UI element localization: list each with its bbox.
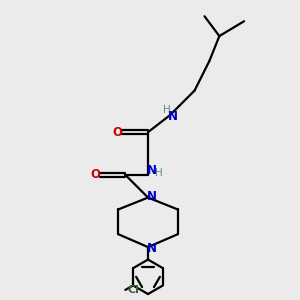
Text: H: H (154, 168, 162, 178)
Text: Cl: Cl (128, 285, 140, 295)
Text: O: O (90, 168, 100, 181)
Text: H: H (163, 105, 171, 115)
Text: O: O (112, 126, 122, 139)
Text: N: N (147, 190, 157, 202)
Text: N: N (147, 164, 157, 177)
Text: N: N (168, 110, 178, 123)
Text: N: N (147, 242, 157, 255)
